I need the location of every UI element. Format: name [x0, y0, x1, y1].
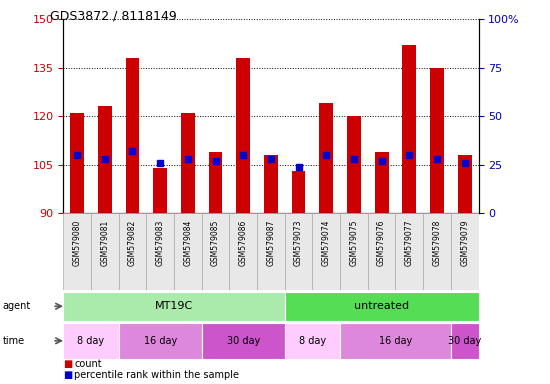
Text: GSM579074: GSM579074	[322, 219, 331, 266]
Bar	[119, 213, 146, 290]
Text: percentile rank within the sample: percentile rank within the sample	[74, 370, 239, 380]
Bar	[395, 213, 423, 290]
Bar	[320, 103, 333, 213]
Bar	[312, 213, 340, 290]
Text: GSM579086: GSM579086	[239, 219, 248, 266]
Text: GSM579077: GSM579077	[405, 219, 414, 266]
Text: agent: agent	[3, 301, 31, 311]
Bar	[63, 323, 119, 359]
Text: GSM579073: GSM579073	[294, 219, 303, 266]
Bar	[451, 323, 478, 359]
Bar	[146, 213, 174, 290]
Bar	[91, 213, 119, 290]
Bar	[375, 152, 388, 213]
Text: GSM579085: GSM579085	[211, 219, 220, 266]
Text: ■: ■	[63, 370, 73, 380]
Text: 8 day: 8 day	[299, 336, 326, 346]
Text: GSM579075: GSM579075	[349, 219, 359, 266]
Text: time: time	[3, 336, 25, 346]
Bar	[347, 116, 361, 213]
Bar	[292, 171, 305, 213]
Bar	[285, 323, 340, 359]
Text: 16 day: 16 day	[379, 336, 412, 346]
Bar	[236, 58, 250, 213]
Bar	[257, 213, 285, 290]
Bar	[63, 213, 91, 290]
Bar	[340, 323, 451, 359]
Text: ■: ■	[63, 359, 73, 369]
Text: count: count	[74, 359, 102, 369]
Text: 8 day: 8 day	[78, 336, 104, 346]
Bar	[202, 323, 285, 359]
Bar	[451, 213, 478, 290]
Bar	[202, 213, 229, 290]
Bar	[98, 106, 112, 213]
Bar	[285, 292, 478, 321]
Bar	[153, 168, 167, 213]
Bar	[181, 113, 195, 213]
Text: GDS3872 / 8118149: GDS3872 / 8118149	[50, 10, 176, 23]
Bar	[403, 45, 416, 213]
Text: GSM579084: GSM579084	[183, 219, 192, 266]
Bar	[368, 213, 395, 290]
Bar	[285, 213, 312, 290]
Text: GSM579087: GSM579087	[266, 219, 276, 266]
Text: GSM579083: GSM579083	[156, 219, 164, 266]
Text: GSM579079: GSM579079	[460, 219, 469, 266]
Text: 16 day: 16 day	[144, 336, 177, 346]
Text: 30 day: 30 day	[448, 336, 481, 346]
Text: GSM579078: GSM579078	[432, 219, 442, 266]
Bar	[423, 213, 451, 290]
Bar	[229, 213, 257, 290]
Text: untreated: untreated	[354, 301, 409, 311]
Text: GSM579081: GSM579081	[100, 219, 109, 265]
Bar	[70, 113, 84, 213]
Bar	[430, 68, 444, 213]
Text: GSM579076: GSM579076	[377, 219, 386, 266]
Text: GSM579082: GSM579082	[128, 219, 137, 265]
Bar	[208, 152, 222, 213]
Bar	[264, 155, 278, 213]
Bar	[174, 213, 202, 290]
Bar	[63, 292, 285, 321]
Text: MT19C: MT19C	[155, 301, 193, 311]
Bar	[340, 213, 368, 290]
Bar	[119, 323, 202, 359]
Bar	[458, 155, 471, 213]
Text: 30 day: 30 day	[227, 336, 260, 346]
Bar	[125, 58, 139, 213]
Text: GSM579080: GSM579080	[73, 219, 81, 266]
